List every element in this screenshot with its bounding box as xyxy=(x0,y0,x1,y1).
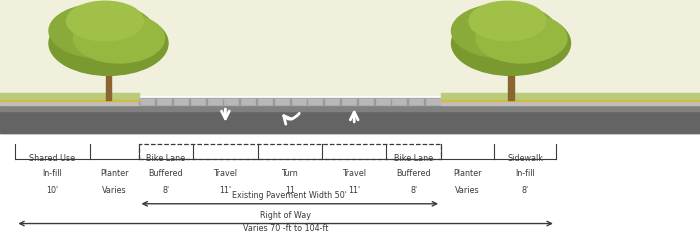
Bar xyxy=(340,99,341,105)
Bar xyxy=(0,105,700,116)
Text: Varies: Varies xyxy=(102,186,127,195)
Bar xyxy=(173,99,188,104)
Bar xyxy=(139,98,441,105)
Bar xyxy=(139,99,155,104)
Text: 11: 11 xyxy=(285,186,295,195)
Text: Buffered: Buffered xyxy=(396,169,431,178)
Text: 8': 8' xyxy=(522,186,528,195)
Text: Varies 70 -ft to 104-ft: Varies 70 -ft to 104-ft xyxy=(243,225,328,233)
Bar xyxy=(290,99,306,104)
Text: 11': 11' xyxy=(219,186,232,195)
Ellipse shape xyxy=(66,1,144,41)
Bar xyxy=(357,99,358,105)
Bar xyxy=(240,99,256,104)
Text: 8': 8' xyxy=(410,186,417,195)
Bar xyxy=(324,99,340,104)
Bar xyxy=(408,99,424,104)
Bar xyxy=(274,99,289,104)
Text: Sidewalk: Sidewalk xyxy=(507,154,543,163)
Bar xyxy=(0,116,700,126)
Text: 8': 8' xyxy=(162,186,169,195)
Bar xyxy=(106,56,111,100)
Bar xyxy=(341,99,356,104)
Bar xyxy=(441,100,700,105)
Text: Travel: Travel xyxy=(214,169,237,178)
Text: Bike Lane: Bike Lane xyxy=(146,154,186,163)
Bar xyxy=(0,100,139,105)
Bar xyxy=(307,99,323,104)
Ellipse shape xyxy=(452,11,570,75)
Bar xyxy=(0,100,139,101)
Bar xyxy=(256,99,257,105)
Text: Planter: Planter xyxy=(100,169,128,178)
Bar xyxy=(374,99,390,104)
Ellipse shape xyxy=(476,14,567,63)
Bar xyxy=(0,126,700,133)
Text: Existing Pavement Width 50': Existing Pavement Width 50' xyxy=(232,191,347,200)
Bar xyxy=(155,99,156,105)
Text: 11': 11' xyxy=(348,186,360,195)
Text: Right of Way: Right of Way xyxy=(260,211,311,220)
Bar xyxy=(508,56,514,100)
Bar xyxy=(0,105,700,133)
Bar xyxy=(424,99,425,105)
Bar xyxy=(223,99,239,104)
Text: 10': 10' xyxy=(46,186,59,195)
Text: Turn: Turn xyxy=(281,169,298,178)
Text: Buffered: Buffered xyxy=(148,169,183,178)
Bar xyxy=(0,105,700,111)
Ellipse shape xyxy=(469,1,546,41)
Bar xyxy=(0,93,139,100)
Text: Planter: Planter xyxy=(454,169,482,178)
Text: Shared Use: Shared Use xyxy=(29,154,76,163)
Ellipse shape xyxy=(74,14,164,63)
Bar xyxy=(441,93,700,100)
Bar xyxy=(441,100,700,101)
Ellipse shape xyxy=(49,11,168,75)
Text: In-fill: In-fill xyxy=(515,169,535,178)
Bar xyxy=(206,99,222,104)
Bar xyxy=(323,99,324,105)
Bar xyxy=(391,99,407,104)
Text: Travel: Travel xyxy=(342,169,366,178)
Bar xyxy=(156,99,172,104)
Text: Varies: Varies xyxy=(455,186,480,195)
Bar xyxy=(0,0,700,95)
Bar xyxy=(190,99,205,104)
Ellipse shape xyxy=(452,4,556,58)
Text: In-fill: In-fill xyxy=(43,169,62,178)
Bar xyxy=(257,99,272,104)
Ellipse shape xyxy=(49,4,154,58)
Bar xyxy=(407,99,408,105)
Bar xyxy=(358,99,373,104)
Text: Bike Lane: Bike Lane xyxy=(394,154,433,163)
Bar xyxy=(425,99,440,104)
